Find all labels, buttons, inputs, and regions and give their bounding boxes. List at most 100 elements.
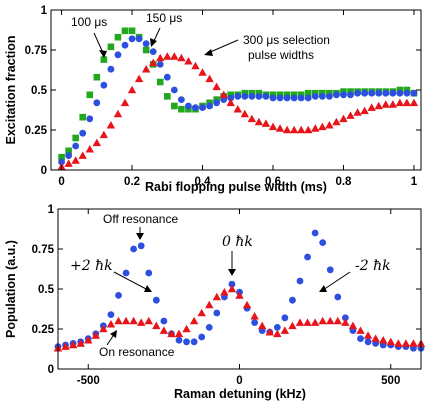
data-point-triangle [121, 316, 131, 325]
data-point-circle [296, 277, 304, 285]
data-point-triangle [167, 329, 176, 338]
data-point-circle [289, 296, 296, 304]
data-point-triangle [85, 145, 94, 153]
arrow-plus-2hk [113, 271, 149, 291]
data-point-triangle [144, 316, 153, 325]
data-point-circle [122, 269, 130, 277]
data-point-circle [410, 89, 418, 97]
data-point-triangle [378, 336, 388, 344]
data-point-triangle [141, 65, 151, 73]
data-point-triangle [254, 117, 264, 126]
data-point-triangle [99, 130, 109, 139]
data-point-triangle [159, 326, 169, 334]
x-tick-label: 0.8 [335, 176, 352, 188]
data-point-triangle [114, 316, 123, 325]
data-point-circle [58, 158, 65, 166]
data-point-circle [297, 94, 305, 102]
data-point-triangle [212, 82, 221, 91]
data-point-triangle [205, 300, 214, 309]
data-point-triangle [64, 159, 73, 167]
data-point-square [171, 102, 178, 110]
data-point-square [107, 43, 115, 51]
data-point-circle [137, 242, 145, 250]
data-point-triangle [177, 53, 186, 62]
data-point-circle [65, 152, 73, 160]
arrow-minus-2hk [322, 271, 351, 291]
x-tick-label: 1 [411, 176, 418, 188]
data-point-triangle [182, 324, 191, 333]
data-point-circle [183, 338, 190, 346]
data-point-square [100, 56, 108, 63]
data-point-triangle [184, 57, 193, 65]
x-tick-label: 0.6 [265, 176, 281, 188]
x-tick-label: 0 [236, 375, 242, 387]
x-tick-label: -500 [77, 375, 100, 387]
data-point-circle [290, 94, 298, 102]
y-tick-label: 0.5 [38, 284, 55, 296]
x-tick-label: 0.2 [124, 176, 140, 188]
data-point-triangle [367, 103, 376, 111]
data-point-circle [347, 91, 354, 99]
y-tick-label: 0.75 [32, 244, 55, 256]
arrow-minus-2hk-head [319, 285, 327, 292]
annotation-on-resonance: On resonance [99, 345, 175, 359]
data-point-square [121, 27, 129, 35]
data-point-triangle [152, 321, 161, 330]
data-point-circle [368, 89, 376, 97]
data-point-triangle [295, 318, 305, 326]
data-point-triangle [129, 316, 138, 325]
data-point-triangle [388, 100, 398, 108]
data-point-circle [114, 51, 122, 59]
data-point-circle [175, 336, 183, 344]
data-point-circle [121, 41, 129, 49]
data-point-triangle [242, 300, 252, 309]
data-point-triangle [76, 339, 85, 347]
data-point-triangle [113, 109, 123, 118]
data-point-triangle [409, 98, 419, 107]
series-150-s [58, 35, 418, 166]
data-point-circle [79, 129, 87, 137]
data-point-triangle [134, 74, 144, 83]
data-point-triangle [148, 58, 158, 67]
data-point-triangle [106, 320, 116, 328]
data-point-triangle [99, 324, 108, 333]
data-point-circle [311, 93, 319, 100]
data-point-circle [213, 99, 221, 107]
top-panel: 0 0.2 0.4 0.6 0.8 1 0 0.25 0.5 0.75 1 Rabi floppin… [4, 5, 422, 194]
data-point-triangle [310, 318, 320, 326]
x-tick-label: 0 [58, 176, 64, 188]
data-point-circle [198, 333, 206, 341]
arrow-300us [207, 39, 239, 54]
data-point-triangle [265, 328, 274, 336]
annotation-300us-line1: 300 μs selection [243, 33, 330, 47]
data-point-triangle [280, 326, 290, 334]
data-point-circle [213, 309, 221, 317]
data-point-triangle [220, 288, 229, 296]
y-tick-label: 0 [41, 165, 47, 177]
data-point-triangle [381, 100, 390, 108]
data-point-triangle [205, 74, 214, 83]
data-point-triangle [106, 121, 116, 129]
data-point-triangle [68, 340, 78, 349]
data-point-circle [128, 35, 136, 43]
data-point-triangle [212, 292, 222, 301]
data-point-circle [311, 229, 319, 237]
y-tick-label: 0.25 [25, 125, 48, 137]
data-point-triangle [250, 312, 259, 320]
data-point-circle [375, 89, 383, 97]
data-point-circle [325, 93, 333, 100]
data-point-triangle [84, 336, 93, 344]
data-point-circle [72, 142, 80, 150]
data-point-triangle [346, 111, 355, 119]
data-point-triangle [363, 331, 373, 339]
arrow-on-resonance-head [110, 330, 117, 338]
y-tick-label: 0 [48, 364, 54, 376]
data-point-circle [160, 317, 168, 325]
data-point-triangle [198, 68, 207, 76]
data-point-triangle [174, 329, 184, 338]
arrow-300us-head [204, 49, 213, 56]
data-point-circle [364, 338, 372, 346]
data-point-triangle [356, 326, 365, 334]
data-point-triangle [170, 52, 179, 60]
